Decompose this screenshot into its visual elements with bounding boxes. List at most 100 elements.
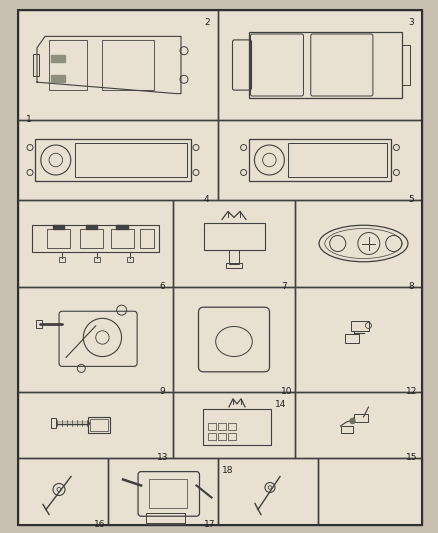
Bar [50,418,56,428]
Bar [80,229,103,248]
Bar [249,139,392,181]
Bar [318,458,422,525]
Bar [229,433,237,440]
Bar [288,143,387,177]
Bar [75,143,187,177]
Circle shape [49,154,63,167]
Circle shape [386,236,402,252]
Bar [18,10,218,120]
Bar [295,200,422,287]
Bar [18,10,218,120]
Bar [218,120,422,200]
Bar [49,41,87,90]
Circle shape [117,305,127,315]
Bar [102,41,154,90]
Circle shape [265,482,275,492]
Text: 17: 17 [204,520,215,529]
Bar [102,41,154,90]
Bar [149,480,187,508]
Bar [249,139,392,181]
Bar [288,143,387,177]
Bar [350,320,368,330]
Circle shape [193,144,199,150]
Bar [53,225,64,229]
Bar [295,200,422,287]
Bar [117,225,128,229]
Ellipse shape [215,327,252,357]
Bar [18,287,173,392]
Bar [402,45,410,85]
Text: 13: 13 [157,453,169,462]
Bar [229,433,237,440]
Circle shape [240,144,247,150]
Bar [140,229,154,248]
Bar [208,423,216,430]
Circle shape [83,318,121,357]
Bar [345,334,358,343]
Bar [218,458,318,525]
Bar [146,513,184,523]
Bar [248,32,402,98]
Bar [18,120,218,200]
Bar [204,223,265,249]
Bar [218,458,318,525]
Bar [94,256,100,262]
Bar [248,32,402,98]
Text: 9: 9 [159,387,165,396]
Bar [18,392,173,458]
Bar [33,53,39,76]
Circle shape [365,322,371,328]
Text: 3: 3 [408,18,414,27]
FancyBboxPatch shape [251,34,304,96]
Circle shape [53,483,65,496]
Bar [50,418,56,428]
Bar [35,139,191,181]
Circle shape [393,169,399,175]
Bar [33,53,39,76]
Bar [229,249,239,263]
Bar [60,256,65,262]
Circle shape [350,418,355,424]
Circle shape [27,144,33,150]
Text: 2: 2 [204,18,210,27]
Bar [340,426,353,433]
Bar [35,139,191,181]
Text: 16: 16 [94,520,106,529]
Circle shape [330,236,346,252]
FancyBboxPatch shape [59,311,137,366]
Text: 1: 1 [26,115,32,124]
FancyBboxPatch shape [233,40,251,90]
Bar [173,392,295,458]
Circle shape [358,232,380,254]
Text: 14: 14 [275,400,286,409]
Bar [340,426,353,433]
Bar [350,320,368,330]
Bar [295,392,422,458]
Bar [218,10,422,120]
Bar [203,409,271,445]
Bar [88,417,110,433]
Circle shape [41,145,71,175]
Bar [218,10,422,120]
Bar [18,200,173,287]
Bar [295,287,422,392]
Bar [226,263,242,268]
Bar [318,458,422,525]
Bar [51,75,64,82]
Bar [49,41,87,90]
Bar [208,433,216,440]
Circle shape [77,365,85,373]
Text: 6: 6 [159,282,165,291]
Circle shape [263,154,276,167]
Bar [88,417,110,433]
Bar [203,409,271,445]
Text: 4: 4 [204,195,210,204]
Bar [86,225,97,229]
Bar [18,287,173,392]
Bar [80,229,103,248]
Bar [18,200,173,287]
FancyBboxPatch shape [311,34,373,96]
Text: 18: 18 [222,466,233,475]
Bar [402,45,410,85]
Bar [173,287,295,392]
